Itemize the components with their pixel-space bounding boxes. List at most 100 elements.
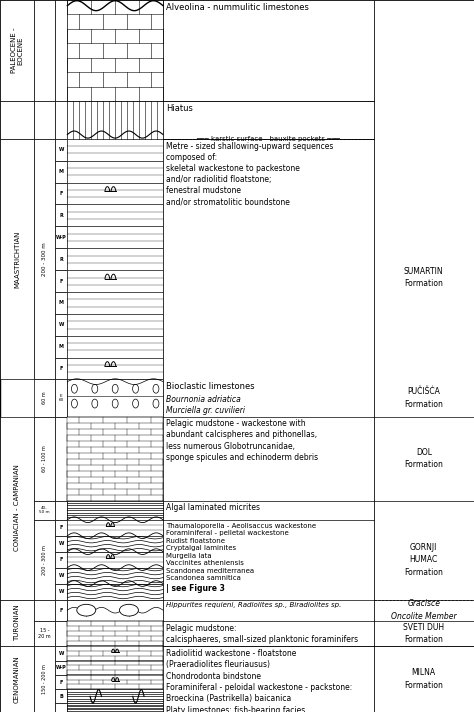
Bar xyxy=(0,0,34,101)
Bar xyxy=(34,417,55,501)
Text: MAASTRICHTIAN: MAASTRICHTIAN xyxy=(14,231,20,288)
Bar xyxy=(67,703,163,712)
Bar xyxy=(55,600,67,621)
Text: ─── karstic surface - bauxite pockets ───: ─── karstic surface - bauxite pockets ──… xyxy=(196,136,340,142)
Text: F: F xyxy=(59,191,63,196)
Bar xyxy=(0,101,34,139)
Text: W-P: W-P xyxy=(56,235,66,240)
Text: 200 - 300 m: 200 - 300 m xyxy=(42,242,47,276)
Bar xyxy=(55,621,67,646)
Bar xyxy=(67,584,163,600)
Bar xyxy=(55,567,67,584)
Bar xyxy=(67,689,163,703)
Bar xyxy=(67,552,163,567)
Text: W: W xyxy=(58,147,64,152)
Text: DOL
Formation: DOL Formation xyxy=(404,448,443,469)
Bar xyxy=(34,101,55,139)
Text: | see Figure 3: | see Figure 3 xyxy=(166,584,225,592)
Bar xyxy=(67,248,163,270)
Bar xyxy=(55,703,67,712)
Bar xyxy=(55,101,67,139)
Bar xyxy=(67,535,163,552)
Text: Metre - sized shallowing-upward sequences
composed of:
skeletal wackestone to pa: Metre - sized shallowing-upward sequence… xyxy=(166,142,334,206)
Text: TURONIAN: TURONIAN xyxy=(14,604,20,642)
Bar xyxy=(55,520,67,535)
Text: E
60: E 60 xyxy=(58,394,64,402)
Bar xyxy=(34,646,55,712)
Bar xyxy=(67,621,163,646)
Bar xyxy=(163,0,374,712)
Text: 15 -
20 m: 15 - 20 m xyxy=(38,628,51,639)
Text: SUMARTIN
Formation: SUMARTIN Formation xyxy=(404,267,444,288)
Bar xyxy=(34,621,55,646)
Text: Pelagic mudstone - wackestone with
abundant calcispheres and pithonellas,
less n: Pelagic mudstone - wackestone with abund… xyxy=(166,419,319,461)
Bar xyxy=(55,661,67,675)
Bar xyxy=(67,520,163,535)
Text: M: M xyxy=(59,300,64,305)
Text: Platy limestones: fish-bearing facies: Platy limestones: fish-bearing facies xyxy=(166,706,306,712)
Text: 200 - 300 m: 200 - 300 m xyxy=(42,545,47,575)
Text: W-P: W-P xyxy=(56,665,66,671)
Ellipse shape xyxy=(77,604,96,616)
Bar xyxy=(55,535,67,552)
Bar xyxy=(55,379,67,417)
Ellipse shape xyxy=(119,604,138,616)
Bar xyxy=(67,417,163,501)
Bar xyxy=(55,584,67,600)
Bar xyxy=(67,600,163,621)
Text: F: F xyxy=(59,557,63,562)
Bar xyxy=(55,161,67,182)
Bar xyxy=(55,182,67,204)
Bar xyxy=(55,501,67,520)
Text: F: F xyxy=(59,679,63,685)
Text: W: W xyxy=(58,651,64,656)
Bar xyxy=(34,501,55,520)
Bar xyxy=(34,139,55,379)
Bar xyxy=(34,600,55,621)
Text: W: W xyxy=(58,573,64,578)
Bar xyxy=(55,270,67,292)
Text: GORNJI
HUMAC
Formation: GORNJI HUMAC Formation xyxy=(404,543,443,577)
Bar xyxy=(67,182,163,204)
Bar xyxy=(0,139,34,379)
Text: Hiatus: Hiatus xyxy=(166,104,193,113)
Text: Thaumaloporella - Aeolisaccus wackestone
Foraminiferal - pelletal wackestone
Rud: Thaumaloporella - Aeolisaccus wackestone… xyxy=(166,523,317,581)
Text: 150 - 200 m: 150 - 200 m xyxy=(42,664,47,694)
Bar xyxy=(67,226,163,248)
Text: F: F xyxy=(59,607,63,613)
Bar xyxy=(374,0,474,712)
Bar xyxy=(67,161,163,182)
Text: R: R xyxy=(59,213,63,218)
Text: PALEOCENE -
EOCENE: PALEOCENE - EOCENE xyxy=(10,28,24,73)
Bar xyxy=(55,0,67,101)
Bar xyxy=(67,646,163,661)
Text: CONIACIAN - CAMPANIAN: CONIACIAN - CAMPANIAN xyxy=(14,464,20,552)
Bar xyxy=(55,336,67,357)
Bar xyxy=(67,292,163,314)
Bar xyxy=(55,417,67,501)
Bar xyxy=(34,0,55,101)
Bar xyxy=(67,101,163,139)
Text: CENOMANIAN: CENOMANIAN xyxy=(14,655,20,703)
Bar xyxy=(67,0,163,101)
Text: F: F xyxy=(59,366,63,371)
Text: Hippurites requieni, Radiolites sp., Biradiolites sp.: Hippurites requieni, Radiolites sp., Bir… xyxy=(166,602,342,609)
Bar xyxy=(67,139,163,161)
Bar xyxy=(67,270,163,292)
Bar xyxy=(67,501,163,520)
Text: F: F xyxy=(59,278,63,283)
Text: Gracisce
Oncolite Member: Gracisce Oncolite Member xyxy=(391,600,456,621)
Text: 40-
50 m: 40- 50 m xyxy=(39,506,50,515)
Text: MILNA
Formation: MILNA Formation xyxy=(404,669,443,690)
Bar xyxy=(55,552,67,567)
Bar xyxy=(55,689,67,703)
Text: M: M xyxy=(59,169,64,174)
Bar xyxy=(67,357,163,379)
Bar xyxy=(55,314,67,336)
Bar xyxy=(55,292,67,314)
Bar xyxy=(55,139,67,161)
Text: SVETI DUH
Formation: SVETI DUH Formation xyxy=(403,623,444,644)
Bar xyxy=(67,675,163,689)
Bar xyxy=(67,314,163,336)
Bar xyxy=(55,675,67,689)
